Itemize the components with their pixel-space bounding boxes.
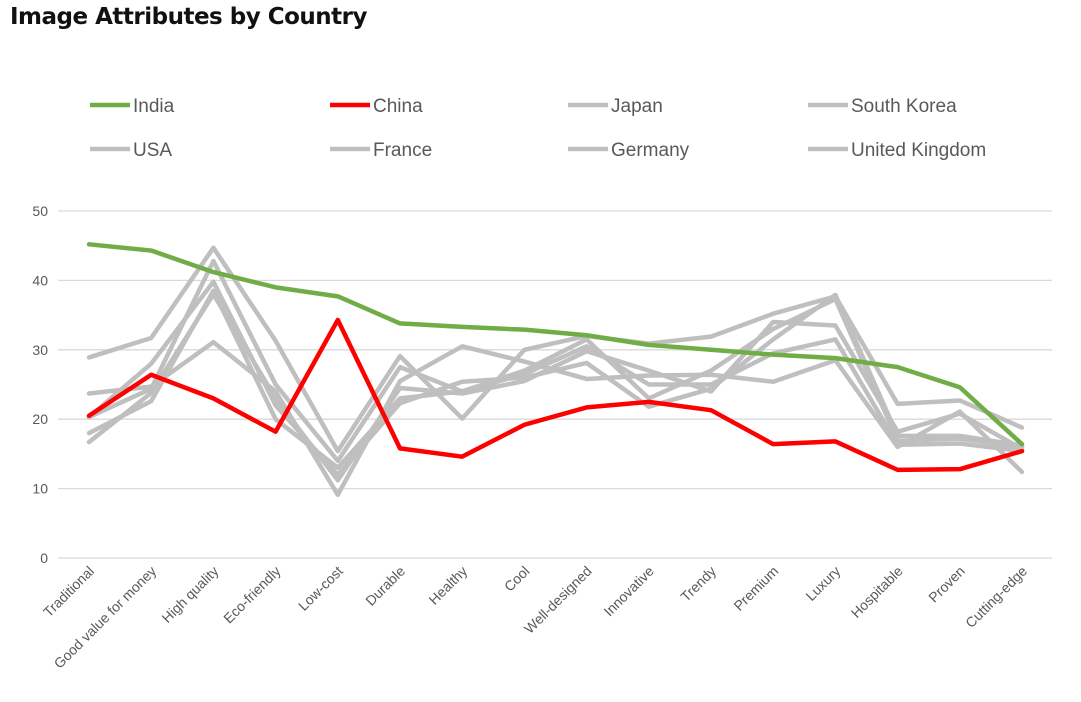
x-tick-label: High quality — [158, 563, 221, 626]
y-tick-label: 50 — [32, 203, 48, 219]
x-tick-label: Cool — [501, 563, 533, 595]
series-line-germany — [86, 292, 1025, 483]
legend-label: India — [133, 96, 175, 117]
x-tick-label: Traditional — [40, 563, 97, 620]
x-tick-label: Luxury — [802, 563, 843, 604]
x-tick-label: Healthy — [425, 563, 470, 608]
legend-label: Japan — [611, 96, 663, 117]
x-tick-label: Hospitable — [848, 563, 906, 621]
x-tick-label: Proven — [925, 563, 968, 606]
x-tick-label: Durable — [362, 563, 408, 609]
x-tick-label: Eco-friendly — [220, 563, 284, 627]
legend-label: China — [373, 96, 423, 117]
y-tick-label: 40 — [32, 272, 48, 288]
legend-label: South Korea — [851, 96, 957, 117]
legend-label: Germany — [611, 140, 690, 161]
chart-title: Image Attributes by Country — [10, 4, 367, 30]
legend-label: United Kingdom — [851, 140, 986, 161]
y-tick-label: 30 — [32, 342, 48, 358]
legend-label: USA — [133, 140, 172, 161]
y-tick-label: 0 — [40, 550, 48, 566]
legend-label: France — [373, 140, 432, 161]
x-tick-label: Innovative — [600, 563, 657, 620]
x-tick-label: Low-cost — [295, 563, 346, 614]
y-tick-label: 10 — [32, 481, 48, 497]
series-line-united-kingdom — [86, 258, 1025, 464]
series-line-china — [86, 317, 1025, 473]
x-tick-label: Good value for money — [51, 563, 160, 672]
series-line-france — [86, 288, 1025, 471]
series-line-japan — [86, 245, 1025, 454]
x-tick-label: Trendy — [677, 563, 719, 605]
x-tick-label: Cutting-edge — [962, 563, 1030, 631]
series-line-india — [86, 242, 1025, 447]
y-tick-label: 20 — [32, 411, 48, 427]
x-tick-label: Premium — [730, 563, 781, 614]
